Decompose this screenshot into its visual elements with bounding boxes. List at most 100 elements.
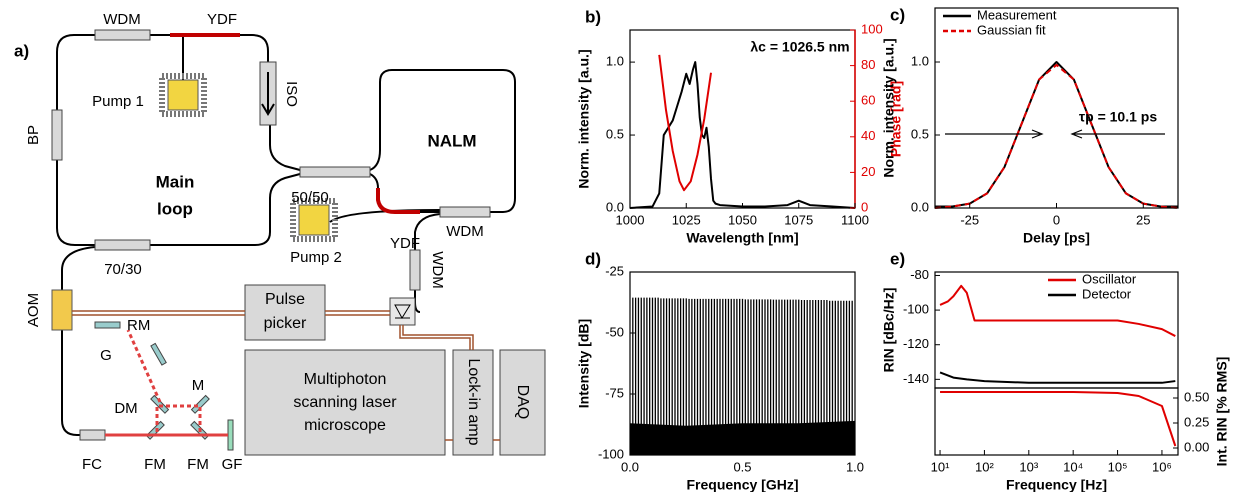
y-tick-label: -100 — [598, 446, 624, 461]
pump-chip — [298, 204, 330, 236]
beams — [72, 310, 500, 441]
x-tick-label: 0.0 — [621, 459, 639, 474]
diagram-label: DM — [114, 400, 137, 417]
x-tick-label: 1075 — [784, 212, 813, 227]
y2-tick-label: 60 — [861, 93, 875, 108]
y2-axis-label: Phase [rad] — [888, 81, 904, 157]
fiber — [414, 290, 421, 313]
x-tick-label: 10⁴ — [1063, 459, 1083, 474]
y-tick-label: -120 — [903, 336, 929, 351]
y-axis-label: Norm. intensity [a.u.] — [576, 49, 592, 188]
y2-tick-label: 40 — [861, 128, 875, 143]
fiber — [150, 173, 301, 246]
annotation: τp = 10.1 ps — [1079, 109, 1157, 125]
y2-tick-label: 100 — [861, 21, 883, 36]
y-axis-label: Intensity [dB] — [576, 319, 592, 408]
pumps — [51, 73, 338, 331]
panel-label: b) — [585, 7, 601, 26]
y-tick-label: 0.0 — [606, 199, 624, 214]
y-tick-label: -80 — [910, 267, 929, 282]
diagram-label: Pump 2 — [290, 249, 342, 266]
fiber — [269, 125, 301, 171]
fiber — [56, 160, 95, 246]
fiber — [369, 173, 379, 189]
diagram-label: Main — [156, 172, 195, 191]
x-tick-label: 10⁶ — [1152, 459, 1172, 474]
y2-tick-label: 0.25 — [1184, 414, 1209, 429]
diagram-label: Lock-in amp — [465, 358, 482, 445]
x-tick-label: 0 — [1053, 212, 1060, 227]
y2-tick-label: 20 — [861, 164, 875, 179]
y2-axis-label: Int. RIN [% RMS] — [1214, 357, 1230, 467]
diagram-label: WDM — [446, 223, 484, 240]
cable — [399, 325, 500, 441]
mirror — [145, 420, 165, 440]
series-line — [658, 54, 712, 192]
glass-filter — [227, 419, 234, 451]
diagram-label: 70/30 — [104, 261, 142, 278]
panel-label: d) — [585, 249, 601, 268]
diagram-label: DAQ — [514, 385, 531, 420]
diagram-label: Pulse — [265, 291, 305, 308]
y-tick-label: 0.5 — [606, 126, 624, 141]
plot-frame — [934, 387, 1179, 456]
fiber — [61, 246, 96, 290]
y-tick-label: -140 — [903, 371, 929, 386]
diagram-label: FC — [82, 456, 102, 473]
fiber — [61, 330, 80, 436]
wdm — [409, 249, 421, 291]
x-tick-label: 10⁵ — [1108, 459, 1128, 474]
diagram-label: BP — [25, 125, 42, 145]
diagram-label: GF — [222, 456, 243, 473]
diagram-label: FM — [144, 456, 166, 473]
y-tick-label: 0.0 — [911, 199, 929, 214]
pump-chip — [167, 79, 199, 111]
plot-frame — [629, 29, 856, 209]
ydf-fiber — [376, 188, 420, 214]
series-line — [940, 391, 1177, 447]
y2-tick-label: 0.00 — [1184, 439, 1209, 454]
mirror — [94, 321, 121, 329]
y2-tick-label: 0 — [861, 199, 868, 214]
diagram-label: WDM — [429, 251, 446, 289]
plot-frame — [934, 271, 1179, 389]
x-tick-label: 1.0 — [846, 459, 864, 474]
y-tick-label: 0.5 — [911, 126, 929, 141]
x-tick-label: 25 — [1136, 212, 1150, 227]
isolator-arrow — [261, 72, 275, 116]
panel-label: c) — [890, 5, 905, 24]
x-tick-label: 0.5 — [733, 459, 751, 474]
cable — [72, 310, 390, 316]
legend-label: Gaussian fit — [977, 22, 1046, 37]
x-axis-label: Frequency [Hz] — [1006, 477, 1107, 492]
ydf — [170, 33, 420, 214]
diagram-label: loop — [157, 199, 193, 218]
fiber — [240, 34, 269, 62]
pump-pins — [159, 73, 207, 117]
coupler — [299, 166, 371, 178]
diagram-label: ISO — [283, 81, 300, 107]
diagram-label: microscope — [304, 417, 386, 434]
panel-label: e) — [890, 249, 905, 268]
diagram-label: picker — [264, 315, 307, 332]
y-tick-label: 1.0 — [606, 54, 624, 69]
y-axis-label: RIN [dBc/Hz] — [881, 288, 897, 373]
wdm — [439, 206, 491, 218]
y-tick-label: -100 — [903, 302, 929, 317]
y-tick-label: -25 — [605, 263, 624, 278]
grating — [150, 342, 167, 366]
legend-label: Detector — [1082, 286, 1132, 301]
series-line — [934, 63, 1179, 209]
annotation: λc = 1026.5 nm — [750, 39, 849, 55]
x-tick-label: 1025 — [672, 212, 701, 227]
lockin-box — [452, 349, 494, 456]
diagram-label: Multiphoton — [304, 371, 387, 388]
mirror — [190, 394, 210, 414]
diagram-label: FM — [187, 456, 209, 473]
diagram-label: WDM — [103, 11, 141, 28]
pump-pins — [290, 198, 338, 242]
fiber — [414, 213, 441, 250]
x-tick-label: 1000 — [616, 212, 645, 227]
diagram-label: scanning laser — [293, 394, 397, 411]
